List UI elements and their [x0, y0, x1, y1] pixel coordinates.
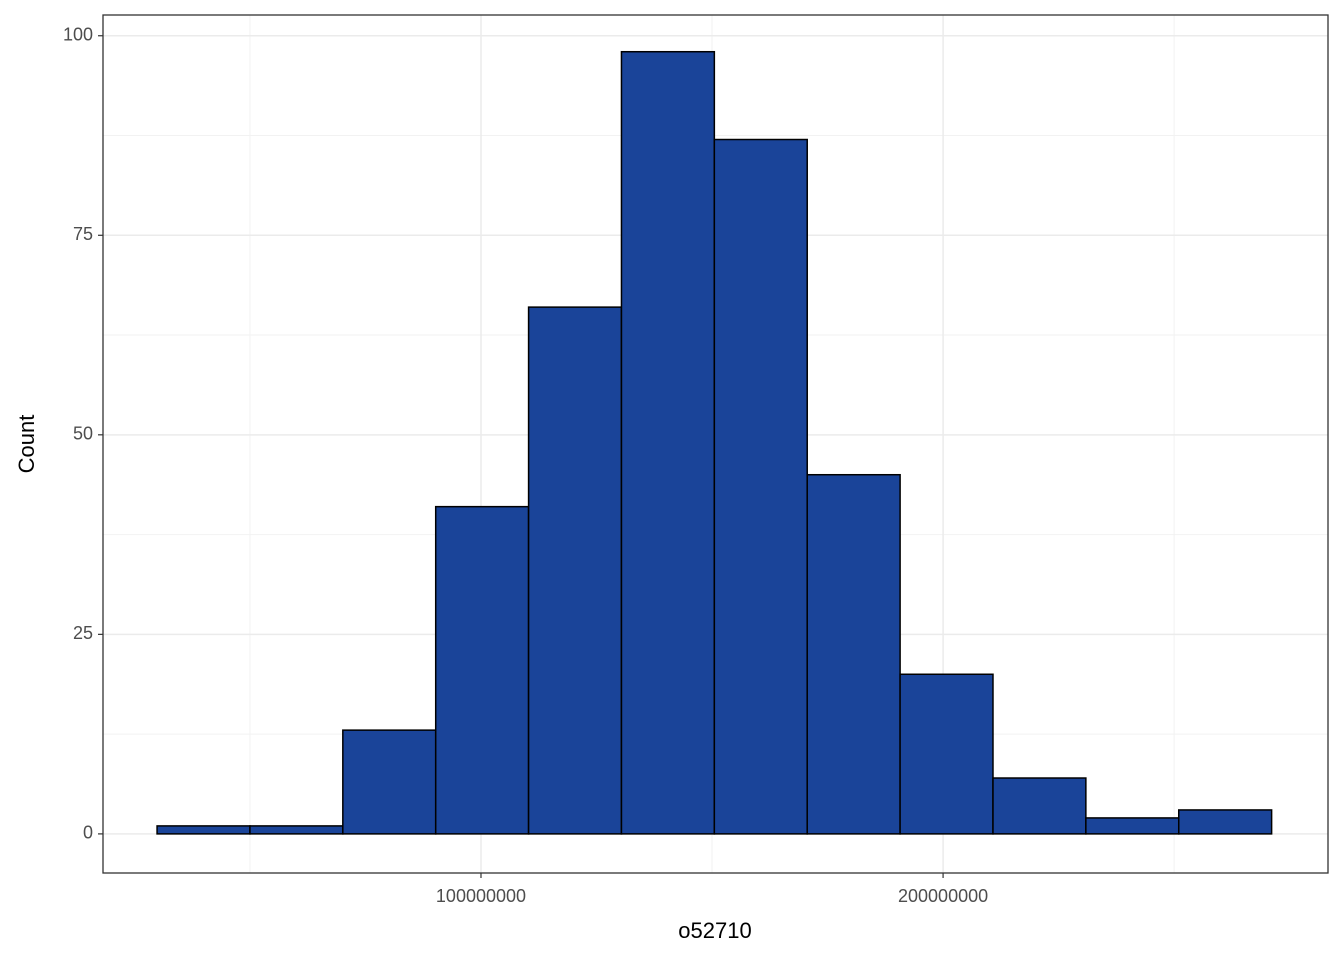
- panel-border: [102, 14, 1329, 874]
- y-tick-label: 100: [63, 25, 93, 45]
- bar: [620, 50, 716, 835]
- bar: [1177, 809, 1273, 835]
- x-axis-title: o52710: [678, 918, 751, 943]
- bar: [806, 473, 901, 835]
- bar: [527, 306, 623, 835]
- bar: [342, 729, 437, 835]
- bar: [1085, 817, 1180, 835]
- y-tick-label: 75: [73, 224, 93, 244]
- bar: [899, 673, 994, 835]
- y-tick-label: 0: [83, 823, 93, 843]
- x-tick-label: 100000000: [436, 886, 526, 906]
- y-tick-label: 50: [73, 424, 93, 444]
- bar: [249, 825, 344, 835]
- bar: [713, 138, 808, 835]
- x-tick-label: 200000000: [898, 886, 988, 906]
- bar: [434, 505, 530, 835]
- bar: [992, 777, 1087, 835]
- y-tick-label: 25: [73, 623, 93, 643]
- y-axis-title: Count: [14, 415, 39, 474]
- bar: [156, 825, 251, 835]
